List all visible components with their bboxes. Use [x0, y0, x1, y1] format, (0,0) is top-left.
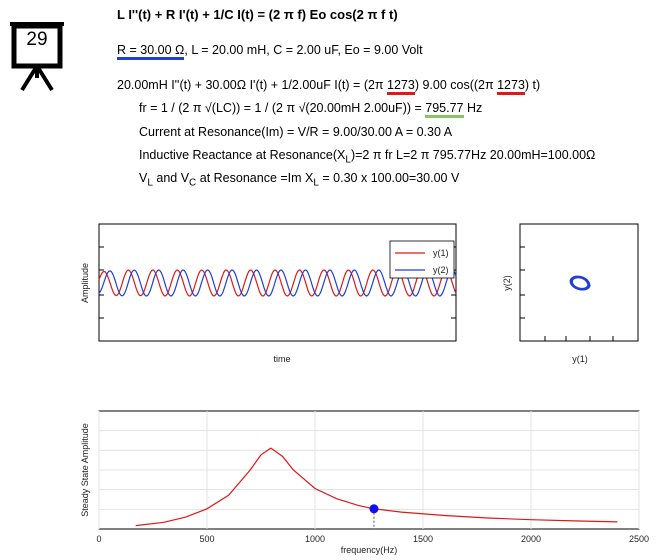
freq-xtick-label: 2000: [521, 534, 541, 544]
current-line: Current at Resonance(Im) = V/R = 9.00/30…: [139, 125, 453, 139]
time-plot: y(1) y(2) time Amplitude: [80, 223, 457, 364]
freq-xtick-label: 1500: [413, 534, 433, 544]
time-xlabel: time: [273, 354, 290, 364]
board-icon: 29: [8, 22, 66, 94]
drive-frequency-point: [369, 504, 379, 514]
freq-xlabel: frequency(Hz): [341, 545, 398, 555]
freq-xtick-label: 0: [96, 534, 101, 544]
ode-line: 20.00mH I''(t) + 30.00Ω I'(t) + 1/2.00uF…: [117, 77, 541, 95]
params-line: R = 30.00 Ω, L = 20.00 mH, C = 2.00 uF, …: [117, 42, 423, 60]
fr-unit: Hz: [463, 101, 483, 115]
phase-xlabel: y(1): [572, 354, 588, 364]
legend-y2-label: y(2): [433, 265, 449, 275]
ode-part-a: 20.00mH I''(t) + 30.00Ω I'(t) + 1/2.00uF…: [117, 78, 388, 92]
reactance-sub: L: [345, 154, 351, 166]
resonance-frequency-line: fr = 1 / (2 π √(LC)) = 1 / (2 π √(20.00m…: [139, 100, 483, 118]
freq-xtick-label: 500: [199, 534, 214, 544]
y2-series-line: [98, 269, 457, 297]
drive-frequency-1: 1273: [387, 78, 415, 95]
drive-frequency-2: 1273: [497, 78, 525, 95]
time-legend: y(1) y(2): [389, 240, 455, 279]
voltage-line: VL and VC at Resonance =Im XL = 0.30 x 1…: [139, 170, 459, 192]
voltage-sub-1: L: [147, 177, 153, 189]
params-rest: , L = 20.00 mH, C = 2.00 uF, Eo = 9.00 V…: [184, 43, 423, 57]
time-ylabel: Amplitude: [80, 263, 90, 303]
phase-trajectory: [569, 275, 591, 291]
voltage-sub-3: L: [313, 177, 319, 189]
reactance-line: Inductive Reactance at Resonance(XL)=2 π…: [139, 147, 595, 169]
equation-title: L I''(t) + R I'(t) + 1/C I(t) = (2 π f) …: [117, 7, 398, 22]
ode-part-c: ) t): [524, 78, 541, 92]
voltage-d: = 0.30 x 100.00=30.00 V: [318, 171, 460, 185]
fr-value: 795.77: [425, 101, 464, 118]
voltage-b: and V: [152, 171, 190, 185]
freq-xtick-label: 2500: [629, 534, 649, 544]
voltage-c: at Resonance =Im X: [196, 171, 314, 185]
fr-formula: fr = 1 / (2 π √(LC)) = 1 / (2 π √(20.00m…: [139, 101, 426, 115]
reactance-b: )=2 π fr L=2 π 795.77Hz 20.00mH=100.00Ω: [350, 148, 596, 162]
voltage-a: V: [139, 171, 148, 185]
freq-ylabel: Steady State Amplitude: [80, 423, 90, 517]
phase-plot: y(1) y(2): [502, 223, 639, 364]
phase-ylabel: y(2): [502, 275, 512, 291]
reactance-a: Inductive Reactance at Resonance(X: [139, 148, 346, 162]
voltage-sub-2: C: [189, 177, 197, 189]
resistance-value: R = 30.00 Ω: [117, 43, 185, 60]
badge-number: 29: [26, 29, 48, 50]
amplitude-curve: [135, 447, 618, 527]
freq-xtick-label: 1000: [305, 534, 325, 544]
legend-y1-label: y(1): [433, 248, 449, 258]
frequency-response-plot: 0 500 1000 1500 2000 2500 frequency(Hz) Stead…: [80, 410, 649, 555]
ode-part-b: ) 9.00 cos((2π: [414, 78, 498, 92]
